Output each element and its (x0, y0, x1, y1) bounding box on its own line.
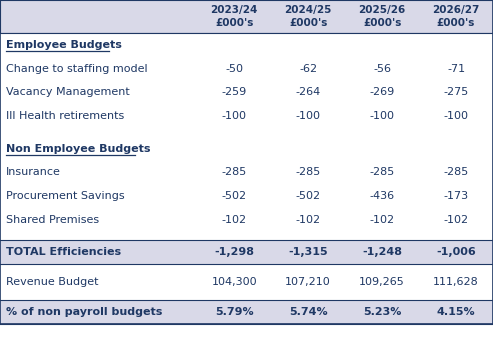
Text: Procurement Savings: Procurement Savings (6, 191, 125, 201)
Text: -100: -100 (296, 111, 320, 121)
Text: 2026/27
£000's: 2026/27 £000's (432, 5, 480, 28)
Text: 2024/25
£000's: 2024/25 £000's (284, 5, 332, 28)
Text: -259: -259 (221, 88, 247, 97)
Text: -1,006: -1,006 (436, 247, 476, 257)
Text: Vacancy Management: Vacancy Management (6, 88, 130, 97)
Text: -102: -102 (296, 215, 320, 225)
Text: 5.23%: 5.23% (363, 307, 401, 317)
Text: -102: -102 (370, 215, 394, 225)
Text: -285: -285 (443, 168, 469, 177)
Text: 107,210: 107,210 (285, 277, 331, 287)
Text: -100: -100 (370, 111, 394, 121)
Text: 109,265: 109,265 (359, 277, 405, 287)
FancyBboxPatch shape (0, 128, 493, 137)
Text: -56: -56 (373, 64, 391, 74)
Text: -275: -275 (443, 88, 469, 97)
Text: -285: -285 (295, 168, 321, 177)
Text: -502: -502 (296, 191, 320, 201)
Text: Revenue Budget: Revenue Budget (6, 277, 99, 287)
Text: 5.79%: 5.79% (215, 307, 253, 317)
Text: Shared Premises: Shared Premises (6, 215, 99, 225)
Text: % of non payroll budgets: % of non payroll budgets (6, 307, 162, 317)
Text: Non Employee Budgets: Non Employee Budgets (6, 144, 150, 154)
Text: 104,300: 104,300 (211, 277, 257, 287)
Text: Insurance: Insurance (6, 168, 61, 177)
Text: -173: -173 (444, 191, 468, 201)
Text: Ill Health retirements: Ill Health retirements (6, 111, 124, 121)
Text: -436: -436 (370, 191, 394, 201)
FancyBboxPatch shape (0, 240, 493, 264)
FancyBboxPatch shape (0, 264, 493, 270)
Text: -502: -502 (222, 191, 246, 201)
Text: -102: -102 (222, 215, 246, 225)
FancyBboxPatch shape (0, 161, 493, 184)
Text: -285: -285 (221, 168, 247, 177)
Text: -62: -62 (299, 64, 317, 74)
Text: -50: -50 (225, 64, 243, 74)
Text: -1,315: -1,315 (288, 247, 328, 257)
Text: -71: -71 (447, 64, 465, 74)
FancyBboxPatch shape (0, 184, 493, 208)
FancyBboxPatch shape (0, 294, 493, 300)
Text: Change to staffing model: Change to staffing model (6, 64, 147, 74)
Text: 2023/24
£000's: 2023/24 £000's (211, 5, 258, 28)
Text: -285: -285 (369, 168, 395, 177)
FancyBboxPatch shape (0, 270, 493, 294)
Text: Employee Budgets: Employee Budgets (6, 40, 122, 50)
Text: -100: -100 (444, 111, 468, 121)
Text: 2025/26
£000's: 2025/26 £000's (358, 5, 406, 28)
FancyBboxPatch shape (0, 57, 493, 81)
FancyBboxPatch shape (0, 33, 493, 57)
Text: -100: -100 (222, 111, 246, 121)
Text: 4.15%: 4.15% (437, 307, 475, 317)
Text: -269: -269 (369, 88, 395, 97)
FancyBboxPatch shape (0, 104, 493, 128)
FancyBboxPatch shape (0, 0, 493, 33)
Text: 111,628: 111,628 (433, 277, 479, 287)
FancyBboxPatch shape (0, 208, 493, 232)
Text: -1,298: -1,298 (214, 247, 254, 257)
Text: -264: -264 (295, 88, 321, 97)
FancyBboxPatch shape (0, 232, 493, 240)
Text: -102: -102 (444, 215, 468, 225)
FancyBboxPatch shape (0, 300, 493, 324)
FancyBboxPatch shape (0, 81, 493, 104)
FancyBboxPatch shape (0, 137, 493, 161)
Text: -1,248: -1,248 (362, 247, 402, 257)
Text: 5.74%: 5.74% (289, 307, 327, 317)
Text: TOTAL Efficiencies: TOTAL Efficiencies (6, 247, 121, 257)
